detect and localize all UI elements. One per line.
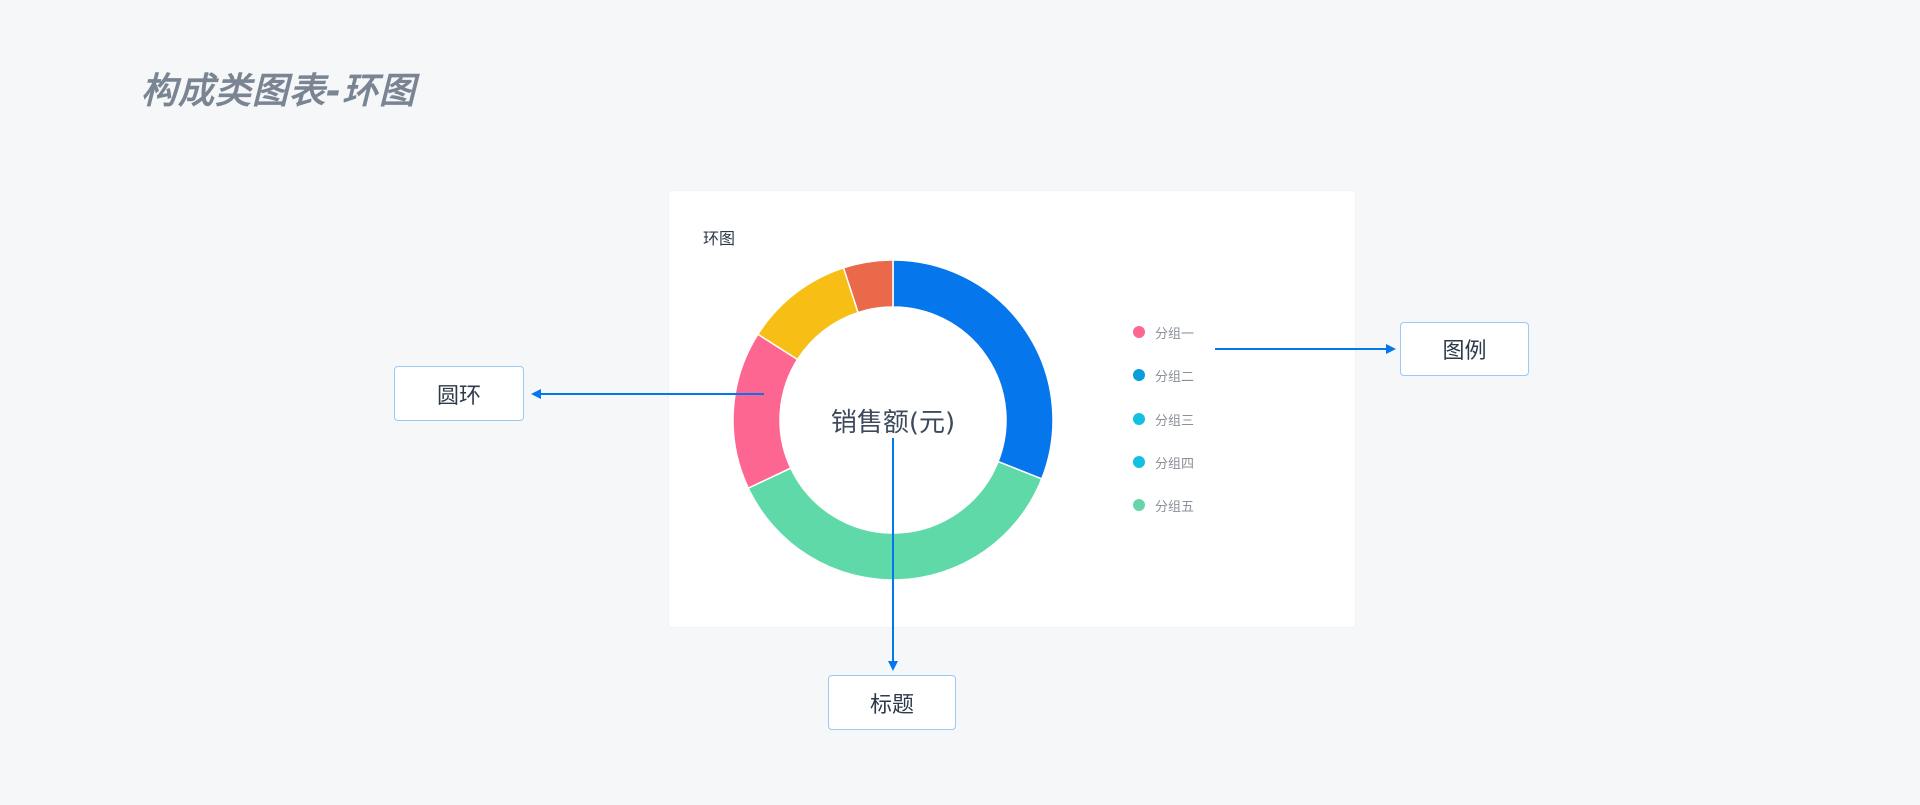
donut-center-label: 销售额(元) [830, 408, 956, 438]
legend-dot-icon [1133, 326, 1145, 338]
legend-label: 分组一 [1155, 326, 1195, 342]
legend-dot-icon [1133, 413, 1145, 425]
legend-label: 分组四 [1155, 456, 1195, 472]
legend-item[interactable]: 分组五 [1133, 495, 1194, 515]
annotation-title: 标题 [828, 675, 956, 730]
chart-title: 环图 [703, 229, 736, 248]
legend-item[interactable]: 分组二 [1133, 365, 1194, 385]
legend-label: 分组二 [1155, 369, 1195, 385]
legend-dot-icon [1133, 499, 1145, 511]
legend-dot-icon [1133, 456, 1145, 468]
legend-dot-icon [1133, 369, 1145, 381]
chart-card: 环图 [668, 190, 1356, 628]
legend-label: 分组三 [1155, 413, 1195, 429]
annotation-legend: 图例 [1400, 322, 1529, 376]
legend-label: 分组五 [1155, 499, 1195, 515]
page-title: 构成类图表-环图 [141, 71, 416, 112]
annotation-ring: 圆环 [394, 366, 524, 421]
legend-item[interactable]: 分组一 [1133, 322, 1194, 342]
legend-item[interactable]: 分组三 [1133, 409, 1194, 429]
legend-item[interactable]: 分组四 [1133, 452, 1194, 472]
